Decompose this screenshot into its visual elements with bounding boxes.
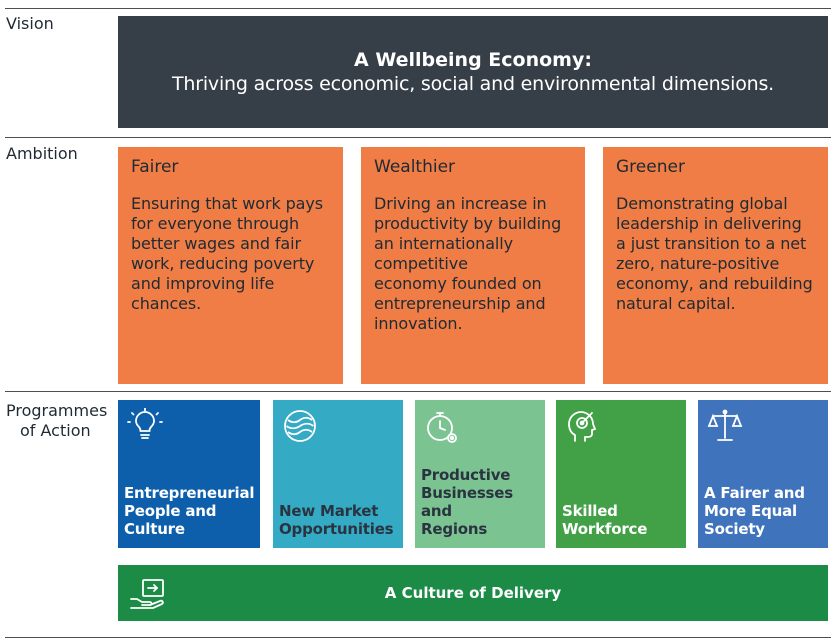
divider-top [5,8,831,9]
vision-subtitle: Thriving across economic, social and env… [171,73,774,95]
vision-box: A Wellbeing Economy: Thriving across eco… [118,16,828,128]
ambition-body: Ensuring that work pays for everyone thro… [131,194,323,313]
row-label-vision: Vision [6,14,54,33]
scales-icon [707,409,743,441]
delivery-banner: A Culture of Delivery [118,565,828,621]
globe-waves-icon [284,410,316,442]
divider-bottom [5,637,831,638]
hand-arrow-box-icon [130,579,164,609]
ambition-body: Demonstrating global leadership in delive… [616,194,813,313]
row-label-programmes-line1: Programmes [6,401,108,420]
programme-label: Skilled Workforce [562,502,648,538]
programme-label: Productive Businesses and Regions [421,466,513,538]
ambition-body: Driving an increase in productivity by bu… [374,194,562,333]
delivery-label: A Culture of Delivery [384,584,562,602]
row-label-programmes-line2: of Action [20,421,91,440]
programme-tile: Skilled Workforce [556,400,686,548]
programme-tile: Productive Businesses and Regions [415,400,545,548]
lightbulb-icon [127,408,163,439]
row-label-programmes: Programmes of Action [6,401,107,441]
programme-label: New Market Opportunities [279,502,394,538]
programme-tile: New Market Opportunities [273,400,403,548]
ambition-title: Greener [616,157,685,177]
programme-label: Entrepreneurial People and Culture [124,484,255,538]
head-target-icon [568,411,597,442]
programme-tile: Entrepreneurial People and Culture [118,400,260,548]
programme-label: A Fairer and More Equal Society [704,484,805,538]
ambition-title: Wealthier [374,157,456,177]
divider-ambition [5,137,831,138]
stopwatch-gear-icon [427,412,457,443]
ambition-fairer: Fairer Ensuring that work pays for everyo… [118,147,343,384]
programme-tile: A Fairer and More Equal Society [698,400,828,548]
ambition-title: Fairer [131,157,179,177]
ambition-greener: Greener Demonstrating global leadership i… [603,147,828,384]
vision-title: A Wellbeing Economy: [354,49,592,71]
row-label-ambition: Ambition [6,144,78,163]
divider-programmes [5,391,831,392]
ambition-wealthier: Wealthier Driving an increase in producti… [361,147,585,384]
